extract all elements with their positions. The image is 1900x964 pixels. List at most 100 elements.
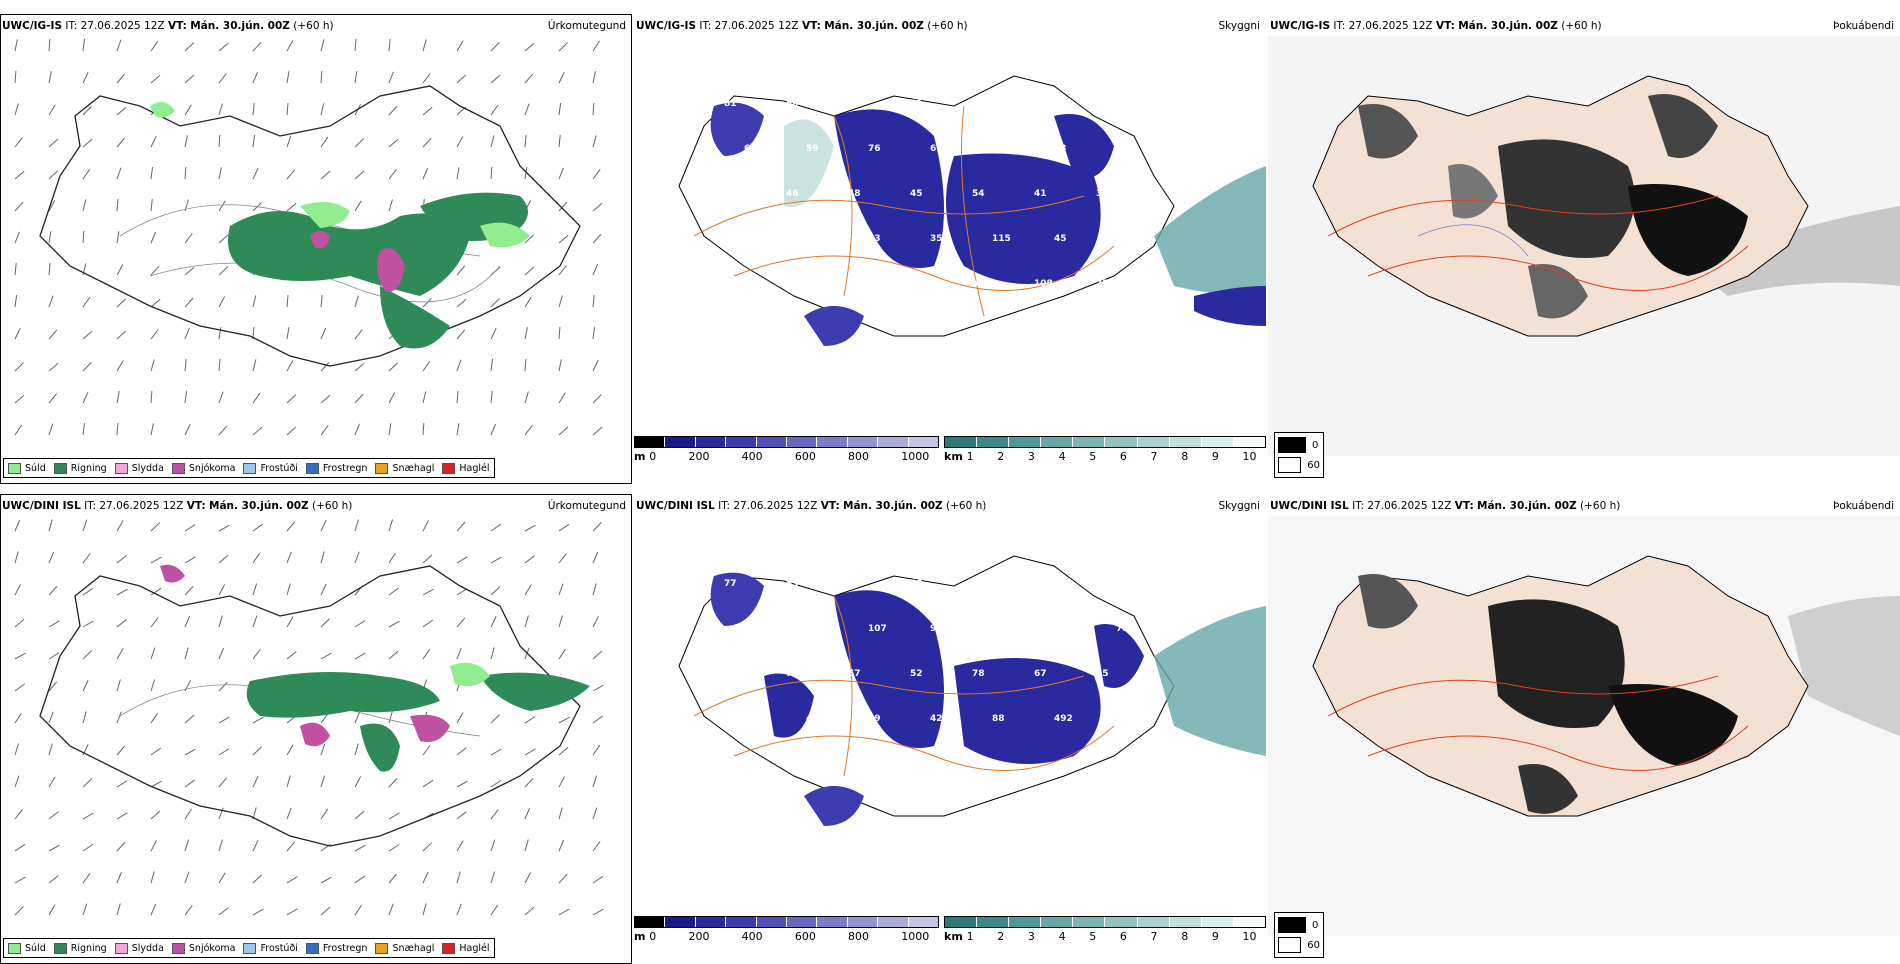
colorbar-tick: 10 (1242, 930, 1257, 943)
wind-barb (150, 780, 162, 788)
legend-swatch (53, 942, 67, 954)
wind-barb (150, 199, 153, 212)
wind-barb (354, 170, 365, 180)
visibility-colorbar (944, 436, 1266, 448)
wind-barb (48, 681, 58, 692)
wind-barb (490, 423, 497, 436)
wind-barb (320, 618, 330, 628)
wind-barb (490, 615, 497, 628)
wind-barb (354, 776, 362, 788)
colorbar-segment (945, 917, 978, 927)
colorbar-segment (1233, 917, 1265, 927)
wind-barb (320, 327, 327, 340)
wind-barb (150, 40, 159, 52)
wind-barb (116, 711, 122, 724)
wind-barb (150, 679, 156, 692)
legend-swatch (305, 462, 319, 474)
legend-item: Frostúði (243, 942, 298, 954)
wind-barb (286, 775, 291, 788)
wind-barb (252, 426, 263, 436)
colorbar-tick: 7 (1150, 450, 1158, 463)
wind-barb (422, 391, 427, 404)
colorbar-segment (1201, 917, 1234, 927)
wind-barb (14, 906, 24, 916)
colorbar-tick: 400 (741, 930, 763, 943)
wind-barb (320, 519, 327, 532)
wind-barb (456, 780, 468, 788)
wind-barb (354, 295, 359, 308)
wind-barb (218, 103, 223, 116)
wind-barb (456, 329, 466, 340)
wind-barb (320, 808, 329, 820)
wind-barb (48, 519, 53, 532)
wind-barb (524, 777, 534, 788)
wind-barb (184, 266, 195, 276)
wind-barb (184, 905, 193, 916)
wind-barb (524, 615, 529, 628)
colorbar-tick: 1000 (901, 450, 930, 463)
cloudbase-label: 52 (992, 624, 1005, 634)
wind-barb (354, 329, 363, 340)
cloudbase-map: 77 83 76 60 72 81 61 68 75 107 95 52 66 78 71 76 57 52 78 6… (678, 555, 1266, 826)
fog-areas (1358, 94, 1748, 319)
wind-barb (184, 327, 190, 340)
wind-barb (456, 74, 467, 84)
wind-barb (558, 392, 566, 404)
wind-barb (388, 199, 393, 212)
legend-label: Súld (25, 462, 46, 474)
wind-barb (218, 647, 225, 660)
wind-barb (524, 839, 529, 852)
precip-type-map-row2: UWC/DINI ISL IT: 27.06.2025 12Z VT: Mán.… (0, 494, 632, 964)
wind-barb (82, 620, 94, 628)
wind-barb (456, 871, 461, 884)
wind-barb (354, 743, 359, 756)
wind-barb (592, 394, 602, 404)
cloudbase-label: 35 (930, 234, 943, 244)
wind-barb (14, 712, 23, 724)
wind-barb (354, 904, 363, 916)
wind-barb (592, 135, 597, 148)
wind-barb (388, 105, 398, 116)
wind-barb (218, 359, 221, 372)
wind-barb (116, 619, 127, 628)
wind-barb (252, 359, 257, 372)
cloudbase-label: 45 (1054, 234, 1067, 244)
wind-barb (116, 555, 127, 564)
colorbar-tick: 10 (1242, 450, 1257, 463)
wind-barb (524, 555, 535, 564)
wind-barb (490, 839, 496, 852)
colorbar-tick: 1 (966, 450, 974, 463)
colorbar-unit: m (634, 930, 650, 943)
legend-swatch (114, 942, 128, 954)
wind-barb (150, 231, 157, 244)
wind-barb (354, 711, 361, 724)
wind-barb (252, 874, 263, 884)
wind-barb (150, 167, 154, 180)
wind-barb (320, 775, 326, 788)
wind-barb (592, 233, 602, 244)
wind-barb (524, 135, 527, 148)
wind-barb (286, 908, 298, 916)
cloudbase-label: 51 (806, 234, 819, 244)
wind-barb (558, 167, 564, 180)
wind-barb (184, 359, 187, 372)
wind-barb (218, 716, 230, 724)
wind-barb (116, 106, 127, 116)
colorbar-tick: 7 (1150, 930, 1158, 943)
wind-barb (388, 39, 391, 52)
wind-barb (354, 71, 358, 84)
colorbar-segment (977, 917, 1010, 927)
wind-barb (354, 138, 365, 148)
wind-barb (388, 812, 400, 820)
wind-barb (286, 394, 297, 404)
wind-barb (82, 812, 94, 820)
wind-barb (150, 810, 161, 820)
wind-barb (218, 524, 230, 532)
colorbar-unit: m (634, 450, 650, 463)
wind-barb (524, 266, 535, 276)
wind-barb (252, 908, 264, 916)
wind-barb (48, 844, 60, 852)
wind-barb (456, 136, 464, 148)
cloudbase-label: 52 (910, 669, 923, 679)
wind-barb (184, 424, 191, 436)
